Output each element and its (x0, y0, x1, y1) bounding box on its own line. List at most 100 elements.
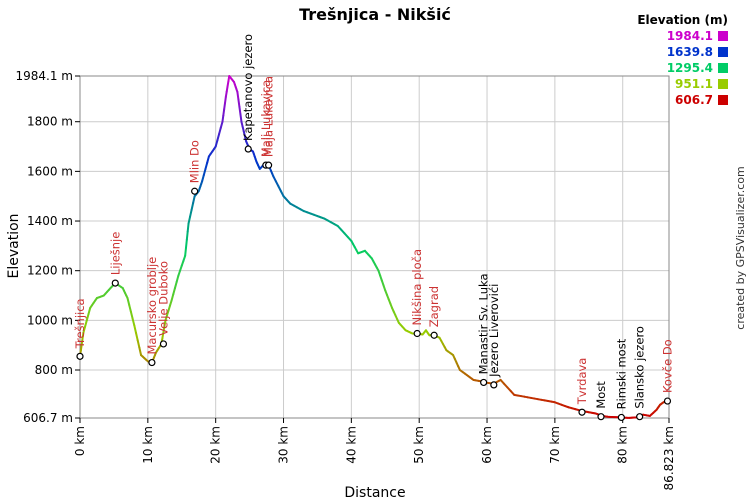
profile-segment (185, 230, 189, 241)
legend-swatch (718, 79, 728, 89)
profile-segment (133, 324, 137, 334)
legend-value: 1639.8 (667, 45, 713, 59)
y-tick-label: 1400 m (27, 214, 73, 228)
waypoint-marker (480, 378, 488, 387)
legend-value: 606.7 (675, 93, 713, 107)
waypoint-label: Kovče Do (660, 339, 674, 393)
profile-segment (187, 215, 192, 225)
waypoint-marker (617, 413, 625, 422)
waypoint-label: Macursko groblje (145, 257, 159, 355)
legend-title: Elevation (m) (637, 13, 728, 27)
waypoint-label: Liješnje (108, 232, 122, 275)
waypoint-label: Most (594, 381, 608, 409)
x-tick-label: 80 km (616, 426, 630, 464)
waypoint-marker (148, 358, 156, 367)
x-axis-title: Distance (344, 485, 405, 500)
profile-segment (87, 306, 92, 316)
x-tick-label: 50 km (412, 426, 426, 464)
profile-segment (84, 319, 88, 328)
waypoint-marker (490, 381, 498, 389)
profile-segment (237, 98, 241, 108)
y-tick-label: 1984.1 m (16, 69, 74, 83)
legend-value: 1984.1 (667, 29, 713, 43)
profile-segment (189, 208, 193, 218)
waypoint-marker (264, 161, 273, 169)
profile-segment (170, 293, 175, 302)
waypoint-marker (663, 397, 672, 405)
waypoint-label: Maja Lukavica (262, 76, 276, 157)
waypoint-label: Mali Lukavica (259, 80, 273, 157)
y-tick-label: 800 m (35, 363, 73, 377)
profile-segment (221, 114, 225, 123)
plot-frame (79, 75, 670, 419)
profile-segment (172, 287, 176, 296)
y-tick-label: 1000 m (27, 313, 73, 327)
legend-value: 1295.4 (667, 61, 713, 75)
legend-swatch (718, 95, 728, 105)
x-tick-label: 86.823 km (662, 426, 676, 490)
profile-segment (238, 105, 242, 116)
waypoint-marker (191, 187, 199, 195)
profile-segment (190, 202, 195, 211)
waypoint-label: Zagrad (427, 286, 441, 327)
profile-segment (126, 296, 131, 306)
x-tick-label: 70 km (548, 426, 562, 464)
x-axis-ticks: 0 km 10 km 20 km 30 km 40 km 50 km 60 km 70 km 8… (73, 418, 676, 490)
x-tick-label: 10 km (141, 426, 155, 464)
waypoint-marker (578, 408, 586, 416)
waypoint-marker (244, 145, 252, 153)
profile-segment (136, 339, 141, 349)
waypoint-label: Slansko jezero (633, 326, 647, 409)
profile-segment (131, 317, 136, 327)
waypoint-label: Nikšina ploča (410, 249, 424, 326)
x-tick-label: 20 km (209, 426, 223, 464)
profile-segment (239, 113, 243, 123)
waypoint-label: Trešnjica (73, 298, 87, 349)
profile-segment (201, 174, 205, 183)
profile-segment (202, 167, 207, 177)
profile-segment (129, 310, 134, 320)
waypoint-label: Kapetanovo jezero (241, 34, 255, 141)
profile-segment (223, 102, 227, 111)
y-tick-label: 606.7 m (23, 411, 73, 425)
waypoint-marker (413, 329, 421, 338)
profile-segment (224, 95, 227, 105)
profile-segment (192, 195, 196, 205)
profile-segment (206, 155, 210, 164)
profile-segment (216, 133, 221, 142)
legend-swatch (718, 63, 728, 73)
profile-segment (204, 161, 209, 170)
x-tick-label: 60 km (480, 426, 494, 464)
profile-segment (214, 139, 219, 148)
waypoint-label: Jezero Liverovići (487, 284, 501, 378)
grid (79, 75, 670, 419)
profile-segment (134, 331, 139, 342)
profile-segment (175, 274, 180, 283)
profile-segment (218, 126, 222, 136)
profile-segment (186, 222, 190, 233)
waypoint-marker (111, 279, 119, 287)
profile-segment (85, 313, 90, 322)
waypoint-label: Mlin Do (188, 140, 202, 183)
legend-swatch (718, 31, 728, 41)
x-tick-label: 40 km (344, 426, 358, 464)
waypoint-marker (636, 413, 644, 421)
y-axis-title: Elevation (6, 213, 22, 278)
y-tick-label: 1200 m (27, 264, 73, 278)
legend-value: 951.1 (675, 77, 713, 91)
profile-segment (82, 325, 87, 334)
profile-segment (222, 108, 226, 117)
waypoint-marker (76, 352, 84, 360)
credit-text: created by GPSVisualizer.com (734, 166, 747, 329)
chart-title: Trešnjica - Nikšić (299, 5, 451, 24)
legend-swatch (718, 47, 728, 57)
profile-segment (236, 90, 240, 101)
profile-segment (173, 280, 178, 290)
waypoint-marker (159, 340, 168, 348)
legend: Elevation (m) 1984.1 1639.8 1295.4 951.1 606… (637, 13, 728, 107)
profile-segment (184, 246, 187, 257)
profile-segment (184, 238, 188, 249)
waypoint-marker (430, 331, 438, 339)
